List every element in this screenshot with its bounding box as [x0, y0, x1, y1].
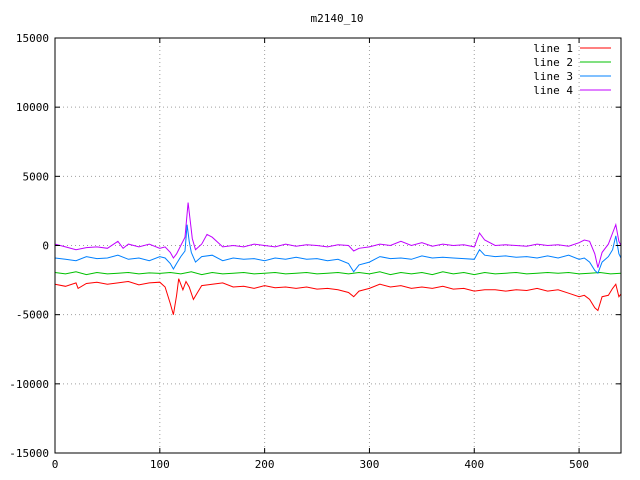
chart-title: m2140_10	[311, 12, 364, 25]
y-tick-label: -10000	[9, 378, 49, 391]
x-tick-label: 0	[52, 458, 59, 471]
series-line-line-2	[54, 271, 622, 276]
legend-label: line 3	[533, 70, 573, 83]
x-tick-label: 100	[150, 458, 170, 471]
legend-label: line 1	[533, 42, 573, 55]
legend-label: line 2	[533, 56, 573, 69]
tick-layer: 0 100 200 300 400 500 -15000 -10000 -5000 0 5000 10…	[9, 32, 621, 471]
x-tick-label: 500	[569, 458, 589, 471]
x-tick-label: 300	[360, 458, 380, 471]
series-line-line-3	[54, 224, 622, 275]
x-tick-label: 200	[255, 458, 275, 471]
series-line-line-4	[54, 202, 622, 268]
series-layer	[54, 202, 622, 315]
y-tick-label: 0	[42, 240, 49, 253]
x-tick-label: 400	[464, 458, 484, 471]
y-tick-label: 5000	[23, 170, 50, 183]
y-tick-label: 10000	[16, 101, 49, 114]
series-line-line-1	[54, 278, 622, 315]
legend-label: line 4	[533, 84, 573, 97]
grid-layer	[55, 38, 621, 453]
y-tick-label: -15000	[9, 447, 49, 460]
y-tick-label: 15000	[16, 32, 49, 45]
y-tick-label: -5000	[16, 309, 49, 322]
